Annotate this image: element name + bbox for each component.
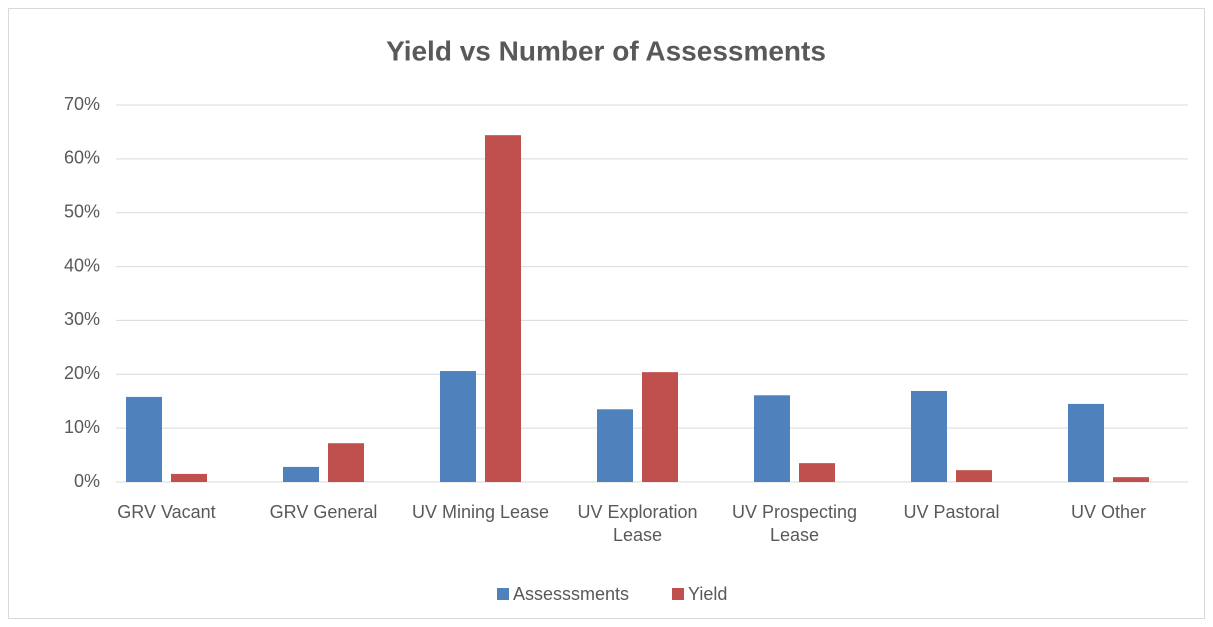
bar	[799, 463, 835, 482]
bar	[171, 473, 207, 482]
y-tick-label: 70%	[64, 94, 100, 114]
bar	[1068, 403, 1104, 482]
x-tick-label: GRV General	[269, 502, 378, 522]
legend-label: Assesssments	[513, 584, 629, 604]
bar	[440, 371, 476, 482]
y-tick-label: 50%	[64, 201, 100, 221]
x-tick-label: UV Pastoral	[903, 502, 1000, 522]
bar	[485, 135, 521, 482]
bar	[911, 390, 947, 482]
bar	[754, 395, 790, 482]
bar	[1113, 477, 1149, 482]
legend-swatch	[672, 588, 684, 600]
chart-title: Yield vs Number of Assessments	[386, 35, 826, 66]
y-tick-label: 30%	[64, 309, 100, 329]
chart-border	[8, 8, 1205, 619]
y-tick-label: 40%	[64, 255, 100, 275]
y-tick-label: 60%	[64, 148, 100, 168]
legend-swatch	[497, 588, 509, 600]
x-tick-label: UV Other	[1070, 502, 1147, 522]
bar	[597, 409, 633, 482]
y-tick-label: 20%	[64, 363, 100, 383]
bar	[328, 443, 364, 482]
x-tick-label: UV Mining Lease	[411, 502, 550, 522]
x-tick-label: UV Prospecting Lease	[731, 502, 858, 545]
y-tick-label: 0%	[74, 471, 100, 491]
x-tick-label: GRV Vacant	[117, 502, 216, 522]
x-tick-label: UV Exploration Lease	[577, 502, 698, 545]
y-tick-label: 10%	[64, 417, 100, 437]
bar	[283, 466, 319, 482]
bar	[956, 470, 992, 482]
legend-label: Yield	[688, 584, 727, 604]
bar	[642, 372, 678, 482]
bar	[126, 396, 162, 482]
